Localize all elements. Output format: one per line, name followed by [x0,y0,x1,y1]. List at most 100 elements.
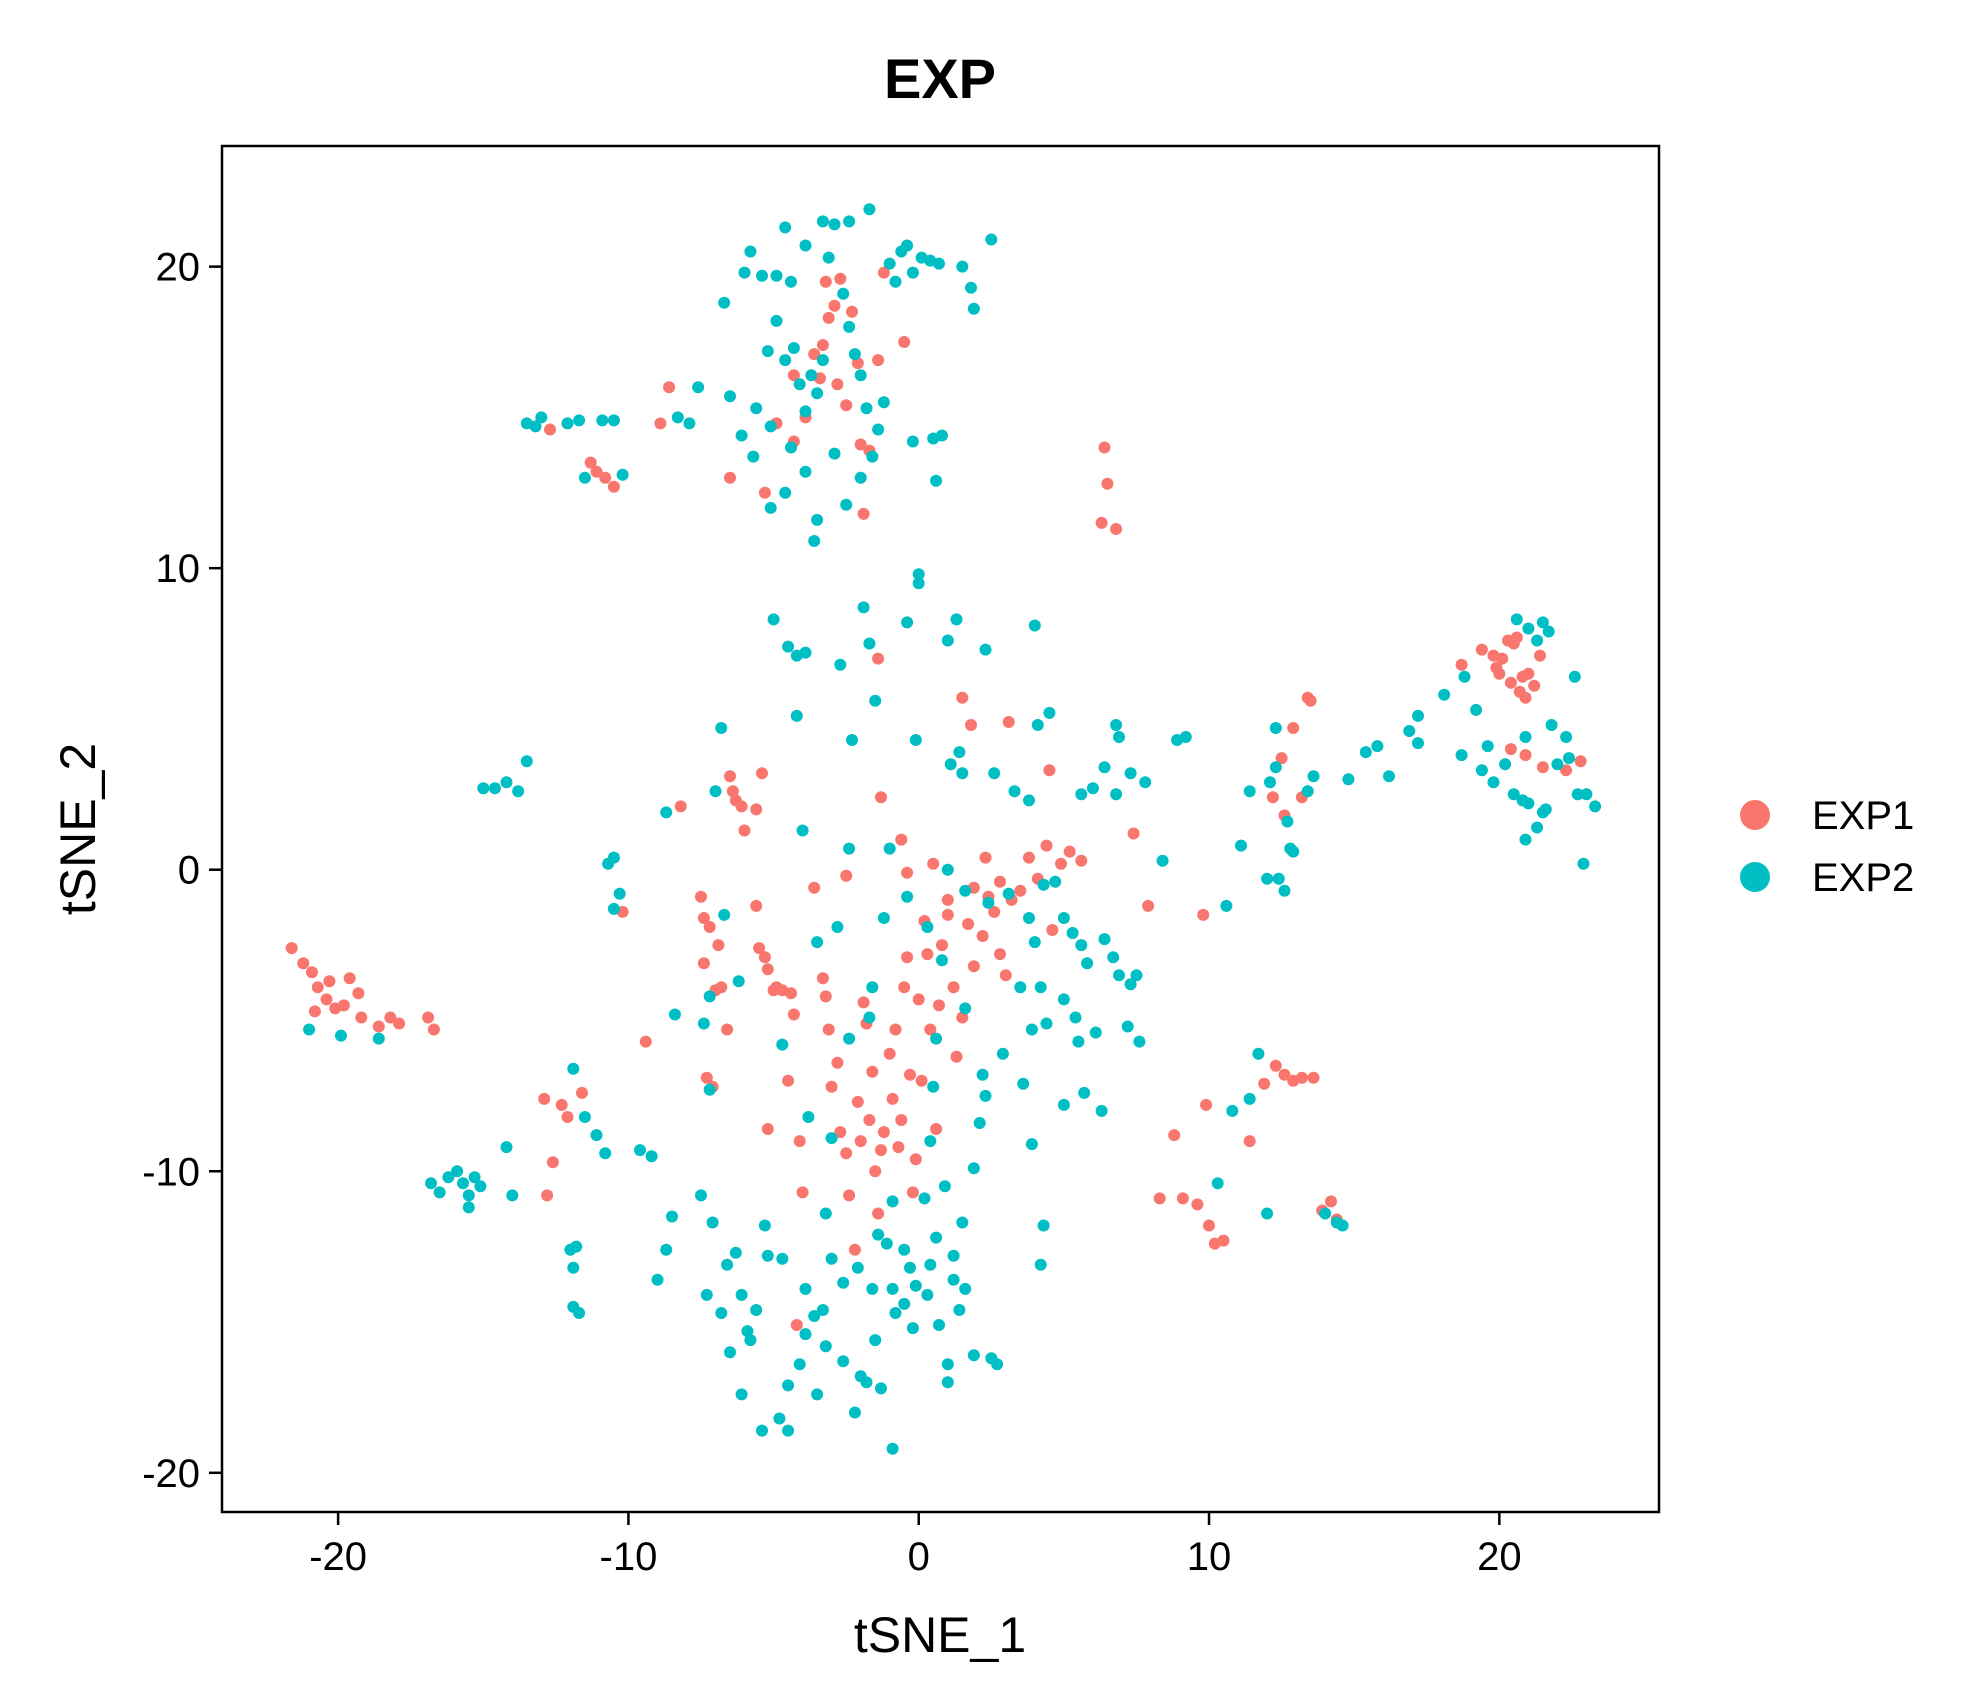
point-exp2-166 [796,824,809,837]
point-exp1-169 [1197,908,1210,921]
point-exp1-128 [956,1011,969,1024]
point-exp2-121 [936,429,948,442]
point-exp1-191 [1455,658,1468,671]
point-exp2-117 [828,447,841,460]
point-exp1-133 [988,905,1001,918]
point-exp1-182 [1266,791,1279,804]
point-exp2-266 [825,1132,838,1145]
point-exp2-230 [886,1195,899,1208]
point-exp1-25 [590,465,603,478]
point-exp2-255 [735,1388,748,1401]
point-exp2-280 [1235,839,1247,852]
point-exp2-150 [988,767,1001,780]
point-exp2-154 [1043,706,1056,719]
point-exp2-329 [1571,788,1584,801]
point-exp2-272 [967,1162,980,1175]
point-exp2-165 [1179,731,1192,743]
point-exp2-8 [462,1189,475,1202]
point-exp2-270 [976,1068,989,1081]
point-exp2-97 [901,239,914,252]
point-exp2-174 [1002,887,1015,900]
point-exp2-4 [433,1186,446,1199]
point-exp2-134 [857,601,870,614]
point-exp2-103 [779,221,792,234]
point-exp2-78 [787,342,800,354]
point-exp2-33 [645,1150,658,1163]
point-exp2-208 [837,1276,850,1289]
point-exp2-309 [1475,764,1488,777]
point-exp2-9 [468,1171,481,1184]
point-exp2-312 [1499,758,1512,771]
point-exp2-313 [1507,788,1520,801]
point-exp1-173 [1217,1234,1230,1247]
point-exp1-175 [1258,1077,1271,1090]
point-exp1-131 [976,930,989,942]
point-exp1-135 [999,969,1012,982]
point-exp2-23 [573,414,586,427]
point-exp2-273 [947,1249,960,1262]
y-tick-label: 0 [178,849,200,893]
point-exp1-164 [1142,899,1155,912]
point-exp1-104 [872,1207,885,1220]
x-axis: -20 -10 0 10 20 [309,1512,1522,1579]
point-exp1-141 [1046,924,1059,936]
point-exp1-77 [834,272,847,285]
point-exp2-285 [1261,872,1274,885]
y-axis-label: tSNE_2 [50,743,106,915]
point-exp1-125 [941,893,954,906]
point-exp2-128 [764,501,777,514]
point-exp1-38 [703,921,716,933]
point-exp1-51 [750,899,763,912]
point-exp2-104 [816,215,829,228]
point-exp2-115 [808,535,821,547]
point-exp2-143 [1028,619,1041,632]
point-exp1-116 [909,1153,922,1166]
point-exp2-252 [1037,1219,1050,1232]
point-exp2-234 [848,1406,861,1419]
point-exp2-16 [500,776,513,789]
point-exp2-292 [1269,722,1282,734]
point-exp2-14 [477,782,490,795]
point-exp1-198 [1504,676,1517,689]
point-exp2-217 [947,1273,960,1286]
y-tick-label: 10 [156,547,201,591]
point-exp2-158 [1110,788,1123,801]
point-exp1-2 [306,966,318,979]
point-exp2-141 [950,613,963,626]
point-exp2-176 [1049,875,1062,888]
point-exp1-157 [1002,716,1015,728]
point-exp1-171 [1203,1219,1215,1232]
point-exp2-311 [1487,776,1500,789]
point-exp2-55 [724,1346,736,1359]
point-exp2-215 [921,1288,934,1301]
point-exp1-154 [872,652,885,665]
point-exp1-29 [639,1035,652,1048]
point-exp2-291 [1264,776,1276,789]
point-exp2-241 [773,1412,786,1425]
point-exp1-47 [726,785,739,798]
point-exp2-175 [1037,878,1050,891]
point-exp2-37 [599,1147,612,1160]
legend-label-exp2: EXP2 [1812,856,1914,900]
point-exp2-67 [703,1083,716,1096]
point-exp2-245 [886,1442,899,1455]
point-exp2-54 [721,1258,734,1271]
point-exp2-20 [529,420,542,433]
point-exp1-211 [1574,755,1587,768]
point-exp2-204 [776,1038,789,1051]
point-exp1-26 [599,471,612,484]
point-exp1-115 [906,1186,919,1199]
point-exp2-290 [1269,761,1282,774]
point-exp2-211 [880,1237,893,1250]
point-exp1-206 [1534,649,1546,662]
point-exp1-43 [724,471,736,484]
point-exp1-145 [840,869,853,882]
point-exp1-46 [735,800,748,813]
point-exp2-127 [747,450,760,463]
point-exp1-147 [895,833,908,846]
point-exp1-200 [1510,631,1523,644]
point-exp1-112 [898,981,911,994]
point-exp1-166 [1168,1129,1181,1142]
point-exp2-7 [457,1177,469,1190]
point-exp2-80 [799,405,812,418]
